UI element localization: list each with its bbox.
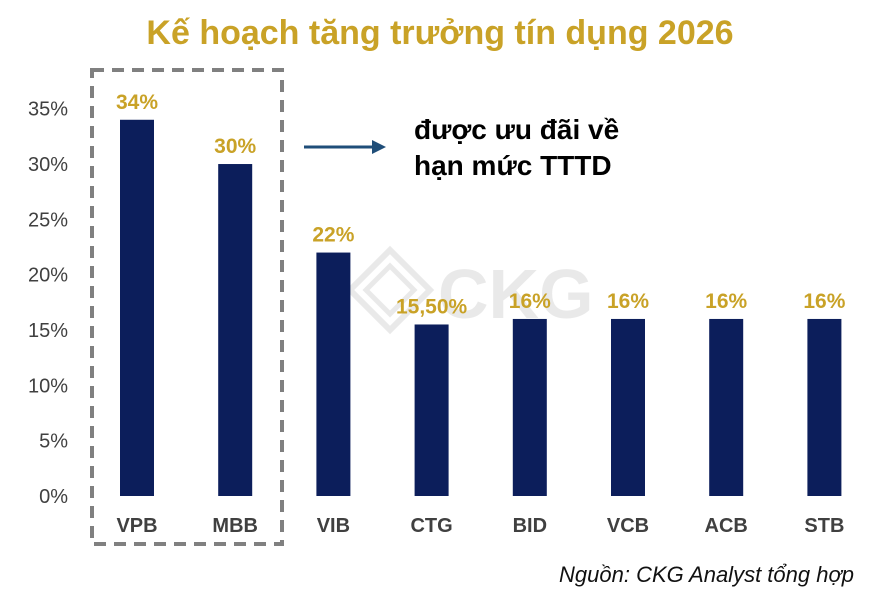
bar-vpb (120, 119, 154, 496)
x-tick-label-vcb: VCB (607, 515, 649, 537)
data-label-acb: 16% (705, 290, 747, 313)
data-label-vcb: 16% (607, 290, 649, 313)
source-note: Nguồn: CKG Analyst tổng hợp (559, 562, 854, 587)
y-tick-label: 5% (39, 431, 68, 453)
x-tick-label-stb: STB (804, 515, 844, 537)
y-tick-label: 35% (28, 99, 68, 121)
annotation-line-2: hạn mức TTTD (414, 150, 612, 181)
watermark-diamond-outer (345, 245, 435, 335)
x-tick-label-acb: ACB (705, 515, 748, 537)
y-tick-label: 0% (39, 486, 68, 508)
highlight-box (90, 68, 284, 546)
data-label-ctg: 15,50% (396, 295, 468, 318)
annotation-line-1: được ưu đãi về (414, 114, 620, 145)
x-tick-label-vib: VIB (317, 515, 350, 537)
bar-bid (512, 318, 547, 496)
chart-title: Kế hoạch tăng trưởng tín dụng 2026 (146, 14, 734, 52)
y-tick-label: 30% (28, 154, 68, 176)
bar-acb (709, 318, 744, 496)
x-tick-label-bid: BID (513, 515, 547, 537)
bar-ctg (414, 324, 449, 496)
data-label-vib: 22% (312, 224, 354, 247)
watermark-diamond-inner (362, 262, 418, 318)
data-label-bid: 16% (509, 290, 551, 313)
y-tick-label: 20% (28, 265, 68, 287)
watermark-logo: CKG (345, 245, 594, 335)
bar-vib (316, 252, 351, 496)
data-label-vpb: 34% (116, 91, 158, 114)
data-label-stb: 16% (803, 290, 845, 313)
bar-stb (807, 318, 842, 496)
x-tick-label-ctg: CTG (410, 515, 452, 537)
y-tick-label: 10% (28, 375, 68, 397)
annotation-text: được ưu đãi về hạn mức TTTD (414, 112, 619, 184)
y-tick-label: 15% (28, 320, 68, 342)
bar-vcb (611, 318, 645, 496)
x-tick-label-vpb: VPB (116, 515, 157, 537)
bar-mbb (218, 164, 253, 496)
data-label-mbb: 30% (214, 135, 256, 158)
arrow-icon (372, 140, 386, 154)
y-tick-label: 25% (28, 209, 68, 231)
x-tick-label-mbb: MBB (212, 515, 258, 537)
